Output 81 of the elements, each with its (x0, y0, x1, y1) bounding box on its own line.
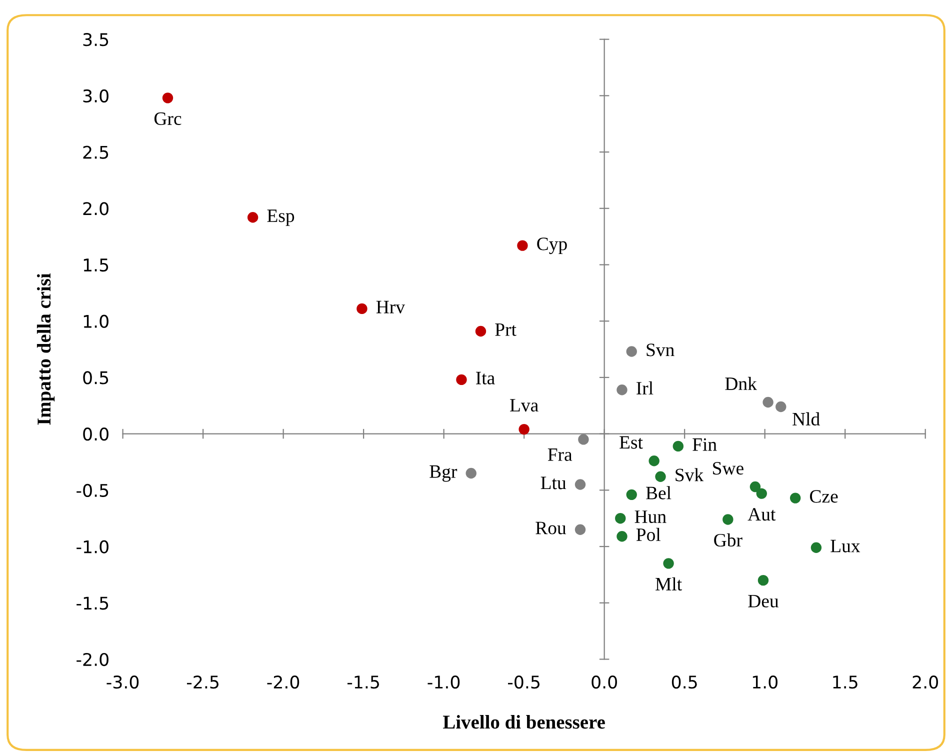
x-tick-label: -0.5 (508, 676, 540, 689)
point (758, 574, 769, 586)
y-axis-title: Impatto della crisi (36, 273, 55, 425)
annotation: Est (620, 436, 643, 449)
point (722, 514, 734, 525)
annotation: Swe (713, 462, 744, 475)
point (626, 489, 637, 500)
point (648, 456, 660, 466)
point (655, 471, 666, 482)
annotation: Fra (548, 448, 572, 461)
y-tick-label: -1.0 (76, 540, 108, 554)
x-tick-label: 1.0 (752, 676, 778, 689)
x-tick-label: -1.5 (347, 676, 379, 689)
y-tick-label: 1.0 (84, 314, 108, 328)
annotation: Hun (634, 510, 666, 524)
annotation: Nld (792, 412, 820, 426)
point (574, 524, 586, 535)
point (672, 440, 684, 452)
point (247, 212, 258, 223)
annotation: Svn (646, 344, 674, 356)
x-tick-label: -1.0 (428, 676, 460, 689)
point (790, 492, 801, 504)
annotation: Dnk (725, 376, 757, 390)
point (356, 303, 368, 314)
y-tick-label: 2.0 (83, 202, 108, 216)
annotation: Bgr (430, 465, 458, 482)
annotation: Ita (476, 372, 495, 384)
y-tick-label: 0.5 (83, 371, 108, 384)
annotation: Deu (748, 594, 779, 608)
point (574, 479, 586, 490)
y-tick-label: -0.5 (76, 484, 108, 498)
point (762, 396, 774, 408)
y-tick-label: 1.5 (84, 258, 108, 272)
point (810, 542, 822, 553)
point (578, 434, 589, 445)
point (616, 384, 628, 396)
y-tick-label: -1.5 (76, 596, 108, 610)
point (616, 531, 628, 542)
annotation: Fin (692, 438, 717, 451)
point (756, 488, 767, 499)
x-tick-label: 0.5 (672, 676, 697, 689)
annotation: Prt (495, 323, 516, 336)
point (615, 512, 626, 524)
y-tick-label: 3.0 (83, 89, 108, 103)
annotation: Rou (536, 522, 566, 534)
x-tick-label: 1.5 (833, 676, 858, 689)
x-tick-label: 0.0 (592, 676, 617, 689)
annotation: Svk (676, 468, 704, 482)
x-tick-label: -2.0 (267, 676, 300, 689)
x-axis-title: Livello di benessere (443, 715, 605, 729)
annotation: Irl (636, 381, 654, 394)
y-tick-label: -2.0 (76, 652, 108, 666)
x-tick-label: -2.5 (186, 676, 218, 689)
x-tick-label: -3.0 (106, 676, 139, 689)
point (518, 424, 530, 435)
annotation: Cze (810, 490, 838, 503)
point (456, 374, 467, 386)
point (750, 481, 761, 492)
annotation: Hrv (376, 300, 406, 314)
annotation: Lux (830, 540, 860, 552)
y-tick-label: 2.5 (83, 146, 108, 159)
annotation: Gbr (714, 533, 742, 547)
point (475, 326, 486, 337)
annotation: Aut (748, 508, 776, 521)
point (776, 401, 786, 412)
point (162, 92, 174, 104)
annotation: Esp (267, 210, 294, 226)
x-tick-label: 2.0 (912, 676, 938, 689)
annotation: Mlt (656, 577, 682, 591)
annotation: Cyp (537, 238, 567, 254)
annotation: Pol (636, 528, 661, 542)
annotation: Lva (510, 399, 538, 412)
point (517, 240, 528, 251)
y-tick-label: 0.0 (83, 428, 108, 441)
annotation: Bel (646, 486, 672, 500)
point (626, 346, 637, 357)
y-tick-label: 3.5 (83, 33, 108, 46)
annotation: Ltu (540, 476, 566, 490)
annotation: Grc (154, 112, 182, 126)
point (663, 558, 674, 569)
point (466, 468, 476, 479)
